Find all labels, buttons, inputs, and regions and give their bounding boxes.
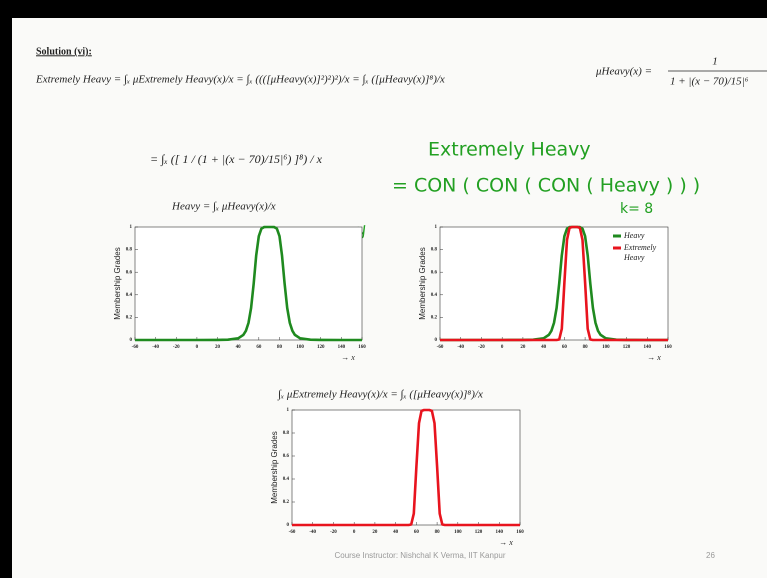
- x-tick-label: -40: [309, 530, 316, 535]
- x-tick-label: 140: [338, 345, 346, 350]
- x-tick-label: 60: [562, 345, 568, 350]
- x-tick-label: -20: [478, 345, 485, 350]
- y-tick-label: 0.2: [283, 500, 290, 505]
- x-tick-label: 0: [353, 530, 356, 535]
- equation: 1 + |(x − 70)/15|⁶: [670, 76, 749, 88]
- x-tick-label: -20: [173, 345, 180, 350]
- y-tick-label: 0: [435, 338, 438, 343]
- y-tick-label: 0.8: [126, 248, 133, 253]
- heading: Solution (vi):: [36, 46, 92, 57]
- y-tick-label: 0.2: [126, 316, 133, 321]
- line-series: [135, 225, 362, 342]
- x-axis-label: → x: [647, 353, 661, 362]
- y-tick-label: 1: [287, 408, 290, 413]
- x-tick-label: 60: [414, 530, 420, 535]
- y-tick-label: 1: [130, 225, 133, 230]
- x-tick-label: -20: [330, 530, 337, 535]
- x-tick-label: 140: [496, 530, 504, 535]
- y-tick-label: 1: [435, 225, 438, 230]
- x-tick-label: 20: [215, 345, 221, 350]
- handwriting: k= 8: [620, 201, 653, 217]
- page-number: 26: [706, 551, 715, 560]
- x-tick-label: 120: [317, 345, 325, 350]
- x-tick-label: 120: [475, 530, 483, 535]
- x-axis-label: → x: [341, 353, 355, 362]
- y-axis-label: Membership Grades: [418, 247, 427, 319]
- y-tick-label: 0: [130, 338, 133, 343]
- y-tick-label: 0.6: [126, 270, 133, 275]
- y-axis-label: Membership Grades: [270, 431, 279, 503]
- y-tick-label: 0.4: [283, 477, 290, 482]
- x-tick-label: 160: [664, 345, 672, 350]
- x-tick-label: -60: [289, 530, 296, 535]
- y-tick-label: 0.8: [431, 248, 438, 253]
- x-tick-label: -60: [437, 345, 444, 350]
- x-axis-label: → x: [499, 538, 513, 547]
- equation: Extremely Heavy = ∫ₓ μExtremely Heavy(x)…: [35, 74, 445, 86]
- x-tick-label: 20: [372, 530, 378, 535]
- x-tick-label: 60: [256, 345, 262, 350]
- x-tick-label: -40: [152, 345, 159, 350]
- x-tick-label: -40: [457, 345, 464, 350]
- x-tick-label: 40: [393, 530, 399, 535]
- equation: ∫ₓ μExtremely Heavy(x)/x = ∫ₓ ([μHeavy(x…: [277, 389, 483, 401]
- x-tick-label: 100: [602, 345, 610, 350]
- handwriting: Extremely Heavy: [428, 139, 591, 161]
- equation: μHeavy(x) =: [595, 66, 652, 78]
- handwriting: = CON ( CON ( CON ( Heavy ) ) ): [392, 175, 700, 197]
- x-tick-label: 0: [501, 345, 504, 350]
- line-series: [292, 408, 520, 527]
- y-tick-label: 0.2: [431, 316, 438, 321]
- y-tick-label: 0.4: [431, 293, 438, 298]
- y-tick-label: 0.6: [283, 454, 290, 459]
- equation: 1: [712, 56, 718, 68]
- line-series: [440, 225, 668, 342]
- plot-area: [291, 409, 521, 526]
- x-tick-label: 140: [644, 345, 652, 350]
- y-axis-label: Membership Grades: [113, 247, 122, 319]
- x-tick-label: 20: [520, 345, 526, 350]
- x-tick-label: 160: [516, 530, 524, 535]
- equation: = ∫ₓ ([ 1 / (1 + |(x − 70)/15|⁶) ]⁸) / x: [150, 152, 323, 166]
- x-tick-label: 80: [277, 345, 283, 350]
- x-tick-label: 160: [358, 345, 366, 350]
- x-tick-label: 40: [236, 345, 242, 350]
- x-tick-label: -60: [132, 345, 139, 350]
- legend-label: Heavy: [623, 231, 645, 240]
- y-tick-label: 0.4: [126, 293, 133, 298]
- legend-label: Extremely Heavy: [623, 243, 657, 262]
- y-tick-label: 0: [287, 523, 290, 528]
- y-tick-label: 0.8: [283, 431, 290, 436]
- equation: Heavy = ∫ₓ μHeavy(x)/x: [171, 201, 276, 213]
- x-tick-label: 100: [296, 345, 304, 350]
- x-tick-label: 40: [541, 345, 547, 350]
- x-tick-label: 120: [623, 345, 631, 350]
- y-tick-label: 0.6: [431, 270, 438, 275]
- footer: Course Instructor: Nishchal K Verma, IIT…: [334, 551, 505, 560]
- x-tick-label: 0: [196, 345, 199, 350]
- x-tick-label: 80: [583, 345, 589, 350]
- x-tick-label: 100: [454, 530, 462, 535]
- x-tick-label: 80: [435, 530, 441, 535]
